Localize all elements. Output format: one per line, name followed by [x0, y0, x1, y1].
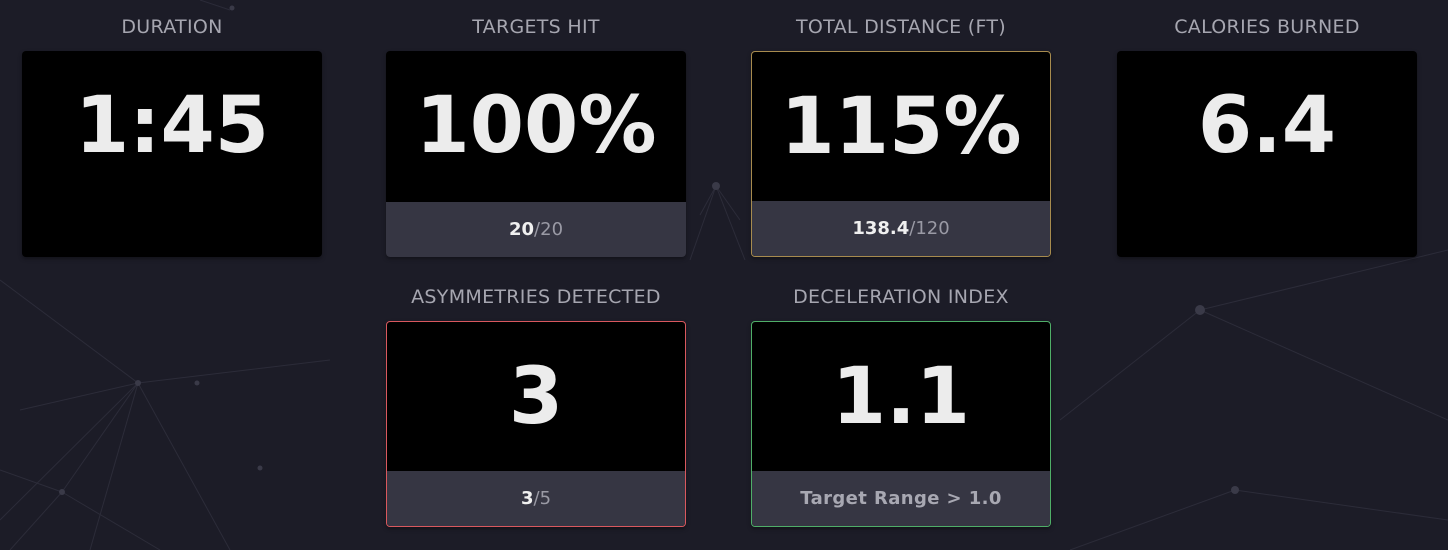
metric-duration: DURATION 1:45 — [22, 15, 322, 257]
targets-hit-label: TARGETS HIT — [472, 16, 600, 38]
duration-value: 1:45 — [74, 81, 269, 171]
total-distance-label: TOTAL DISTANCE (FT) — [796, 16, 1006, 38]
asymmetries-value: 3 — [508, 352, 564, 442]
metric-total-distance: TOTAL DISTANCE (FT) 115% 138.4/120 — [751, 15, 1051, 257]
targets-hit-total: /20 — [534, 219, 564, 240]
deceleration-target-range: Target Range > 1.0 — [800, 488, 1002, 509]
metric-calories-burned: CALORIES BURNED 6.4 — [1117, 15, 1417, 257]
duration-label: DURATION — [121, 16, 223, 38]
asymmetries-card: 3 3/5 — [386, 321, 686, 527]
total-distance-actual: 138.4 — [852, 218, 910, 239]
calories-card: 6.4 — [1117, 51, 1417, 257]
targets-hit-value: 100% — [415, 81, 657, 171]
asymmetries-footer: 3/5 — [387, 471, 685, 526]
calories-value: 6.4 — [1197, 81, 1337, 171]
total-distance-value: 115% — [780, 82, 1022, 172]
targets-hit-footer: 20/20 — [386, 202, 686, 257]
total-distance-goal: /120 — [909, 218, 950, 239]
metric-deceleration-index: DECELERATION INDEX 1.1 Target Range > 1.… — [751, 285, 1051, 527]
total-distance-card: 115% 138.4/120 — [751, 51, 1051, 257]
asymmetries-label: ASYMMETRIES DETECTED — [411, 286, 661, 308]
metric-asymmetries-detected: ASYMMETRIES DETECTED 3 3/5 — [386, 285, 686, 527]
deceleration-card: 1.1 Target Range > 1.0 — [751, 321, 1051, 527]
asymmetries-count: 3 — [520, 488, 534, 509]
asymmetries-total: /5 — [533, 488, 552, 509]
metric-targets-hit: TARGETS HIT 100% 20/20 — [386, 15, 686, 257]
total-distance-footer: 138.4/120 — [752, 201, 1050, 256]
deceleration-footer: Target Range > 1.0 — [752, 471, 1050, 526]
deceleration-label: DECELERATION INDEX — [793, 286, 1009, 308]
calories-label: CALORIES BURNED — [1174, 16, 1360, 38]
duration-card: 1:45 — [22, 51, 322, 257]
targets-hit-count: 20 — [508, 219, 535, 240]
deceleration-value: 1.1 — [831, 352, 971, 442]
targets-hit-card: 100% 20/20 — [386, 51, 686, 257]
